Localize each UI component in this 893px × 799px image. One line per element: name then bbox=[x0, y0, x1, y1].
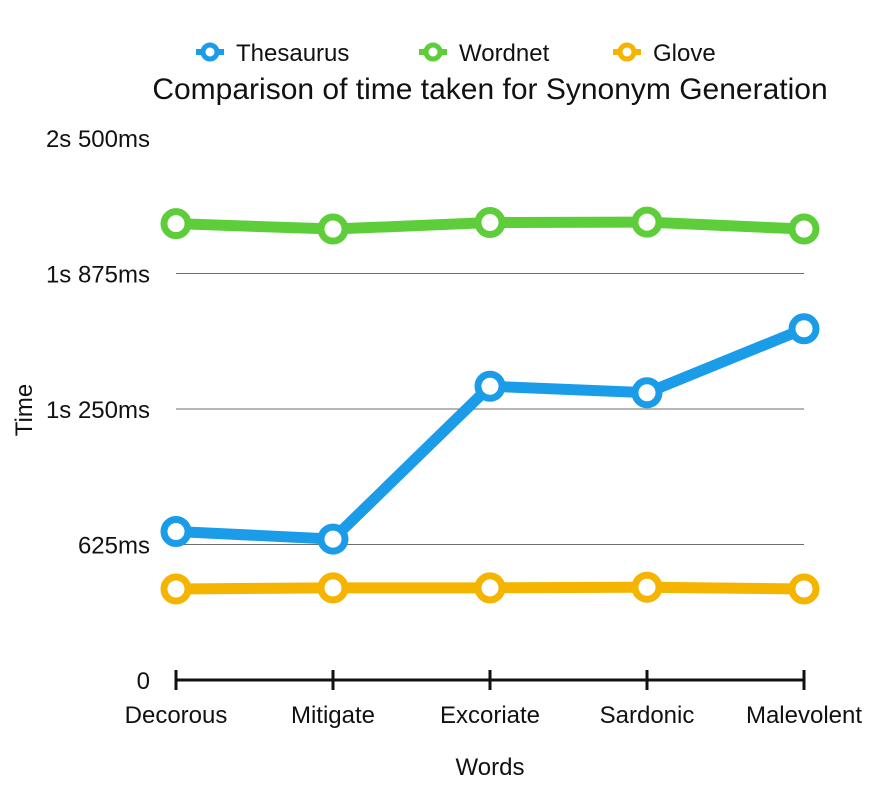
x-tick-label: Malevolent bbox=[746, 702, 862, 729]
legend-swatch-marker bbox=[617, 42, 637, 62]
x-tick-label: Decorous bbox=[125, 702, 228, 729]
legend-label: Glove bbox=[653, 40, 716, 67]
legend-swatch-marker bbox=[423, 42, 443, 62]
series-thesaurus bbox=[160, 313, 820, 555]
x-tick-label: Mitigate bbox=[291, 702, 375, 729]
data-point bbox=[317, 523, 349, 555]
data-point bbox=[474, 370, 506, 402]
y-tick-label: 1s 875ms bbox=[46, 262, 150, 289]
series-line bbox=[170, 323, 810, 545]
data-point bbox=[631, 206, 663, 238]
legend-item-wordnet: Wordnet bbox=[419, 40, 550, 67]
legend-item-thesaurus: Thesaurus bbox=[196, 40, 349, 67]
data-point bbox=[317, 213, 349, 245]
data-point bbox=[160, 515, 192, 547]
x-axis-label: Words bbox=[456, 754, 525, 781]
y-tick-label: 1s 250ms bbox=[46, 397, 150, 424]
legend-label: Wordnet bbox=[459, 40, 550, 67]
legend-label: Thesaurus bbox=[236, 40, 349, 67]
y-tick-label: 625ms bbox=[78, 533, 150, 560]
data-point bbox=[160, 573, 192, 605]
data-point bbox=[160, 208, 192, 240]
data-point bbox=[631, 377, 663, 409]
data-point bbox=[788, 213, 820, 245]
y-tick-label: 2s 500ms bbox=[46, 126, 150, 153]
data-point bbox=[631, 571, 663, 603]
series-glove bbox=[160, 571, 820, 605]
grid-lines bbox=[176, 273, 804, 545]
y-tick-label: 0 bbox=[137, 668, 150, 695]
y-axis-label: Time bbox=[11, 384, 38, 436]
legend: Thesaurus Wordnet Glove bbox=[196, 40, 716, 67]
chart-title: Comparison of time taken for Synonym Gen… bbox=[152, 73, 827, 106]
data-point bbox=[317, 572, 349, 604]
y-axis-ticks: 0 625ms 1s 250ms 1s 875ms 2s 500ms bbox=[46, 126, 150, 695]
series-wordnet bbox=[160, 206, 820, 245]
x-axis: Decorous Mitigate Excoriate Sardonic Malevol… bbox=[125, 670, 862, 729]
x-tick-label: Excoriate bbox=[440, 702, 540, 729]
legend-swatch-marker bbox=[200, 42, 220, 62]
data-point bbox=[474, 572, 506, 604]
legend-item-glove: Glove bbox=[613, 40, 716, 67]
data-point bbox=[788, 573, 820, 605]
data-point bbox=[474, 207, 506, 239]
series-lines bbox=[160, 206, 820, 605]
data-point bbox=[788, 313, 820, 345]
x-tick-label: Sardonic bbox=[600, 702, 695, 729]
